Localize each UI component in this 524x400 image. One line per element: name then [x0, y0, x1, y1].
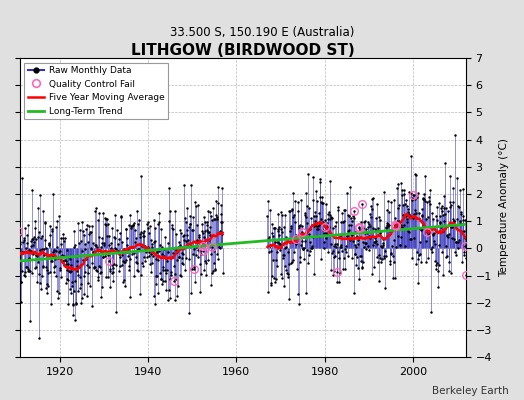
Title: LITHGOW (BIRDWOOD ST): LITHGOW (BIRDWOOD ST) [131, 43, 355, 58]
Text: Berkeley Earth: Berkeley Earth [432, 386, 508, 396]
Legend: Raw Monthly Data, Quality Control Fail, Five Year Moving Average, Long-Term Tren: Raw Monthly Data, Quality Control Fail, … [25, 62, 168, 119]
Text: 33.500 S, 150.190 E (Australia): 33.500 S, 150.190 E (Australia) [170, 26, 354, 39]
Y-axis label: Temperature Anomaly (°C): Temperature Anomaly (°C) [499, 138, 509, 277]
